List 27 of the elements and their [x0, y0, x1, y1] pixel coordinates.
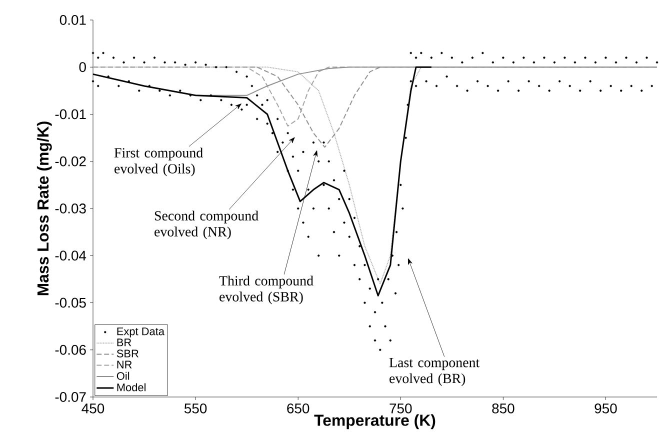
x-tick-label: 550	[184, 404, 207, 414]
y-tick-label: -0.02	[55, 156, 86, 166]
y-tick-label: 0	[79, 62, 86, 72]
y-tick-label: -0.04	[55, 250, 86, 261]
x-tick-label: 950	[594, 404, 617, 414]
y-tick-label: -0.01	[55, 109, 86, 120]
legend-label: Oil	[116, 372, 130, 380]
legend-label: Expt Data	[117, 328, 164, 338]
y-tick-label: -0.07	[55, 392, 86, 402]
y-tick-label: -0.06	[55, 344, 86, 355]
x-axis-title: Temperature (K)	[314, 414, 436, 430]
annotation: Third compound evolved (SBR)	[219, 276, 314, 304]
y-tick-label: -0.03	[55, 204, 86, 214]
legend-label: Model	[117, 383, 146, 392]
x-tick-label: 650	[287, 404, 310, 414]
x-tick-label: 850	[492, 404, 514, 414]
y-tick-label: 0.01	[60, 15, 86, 25]
legend-label: NR	[117, 360, 132, 368]
y-axis-title: Mass Loss Rate (mg/K)	[36, 122, 52, 296]
annotation: First compound evolved (Oils)	[114, 148, 203, 176]
annotation: Second compound evolved (NR)	[154, 210, 258, 240]
legend-label: SBR	[116, 350, 138, 358]
x-tick-label: 750	[390, 404, 412, 414]
annotation: Last component evolved (BR)	[389, 358, 480, 386]
y-tick-label: -0.05	[55, 298, 86, 308]
x-tick-label: 450	[82, 404, 104, 414]
legend-label: BR	[117, 338, 132, 346]
